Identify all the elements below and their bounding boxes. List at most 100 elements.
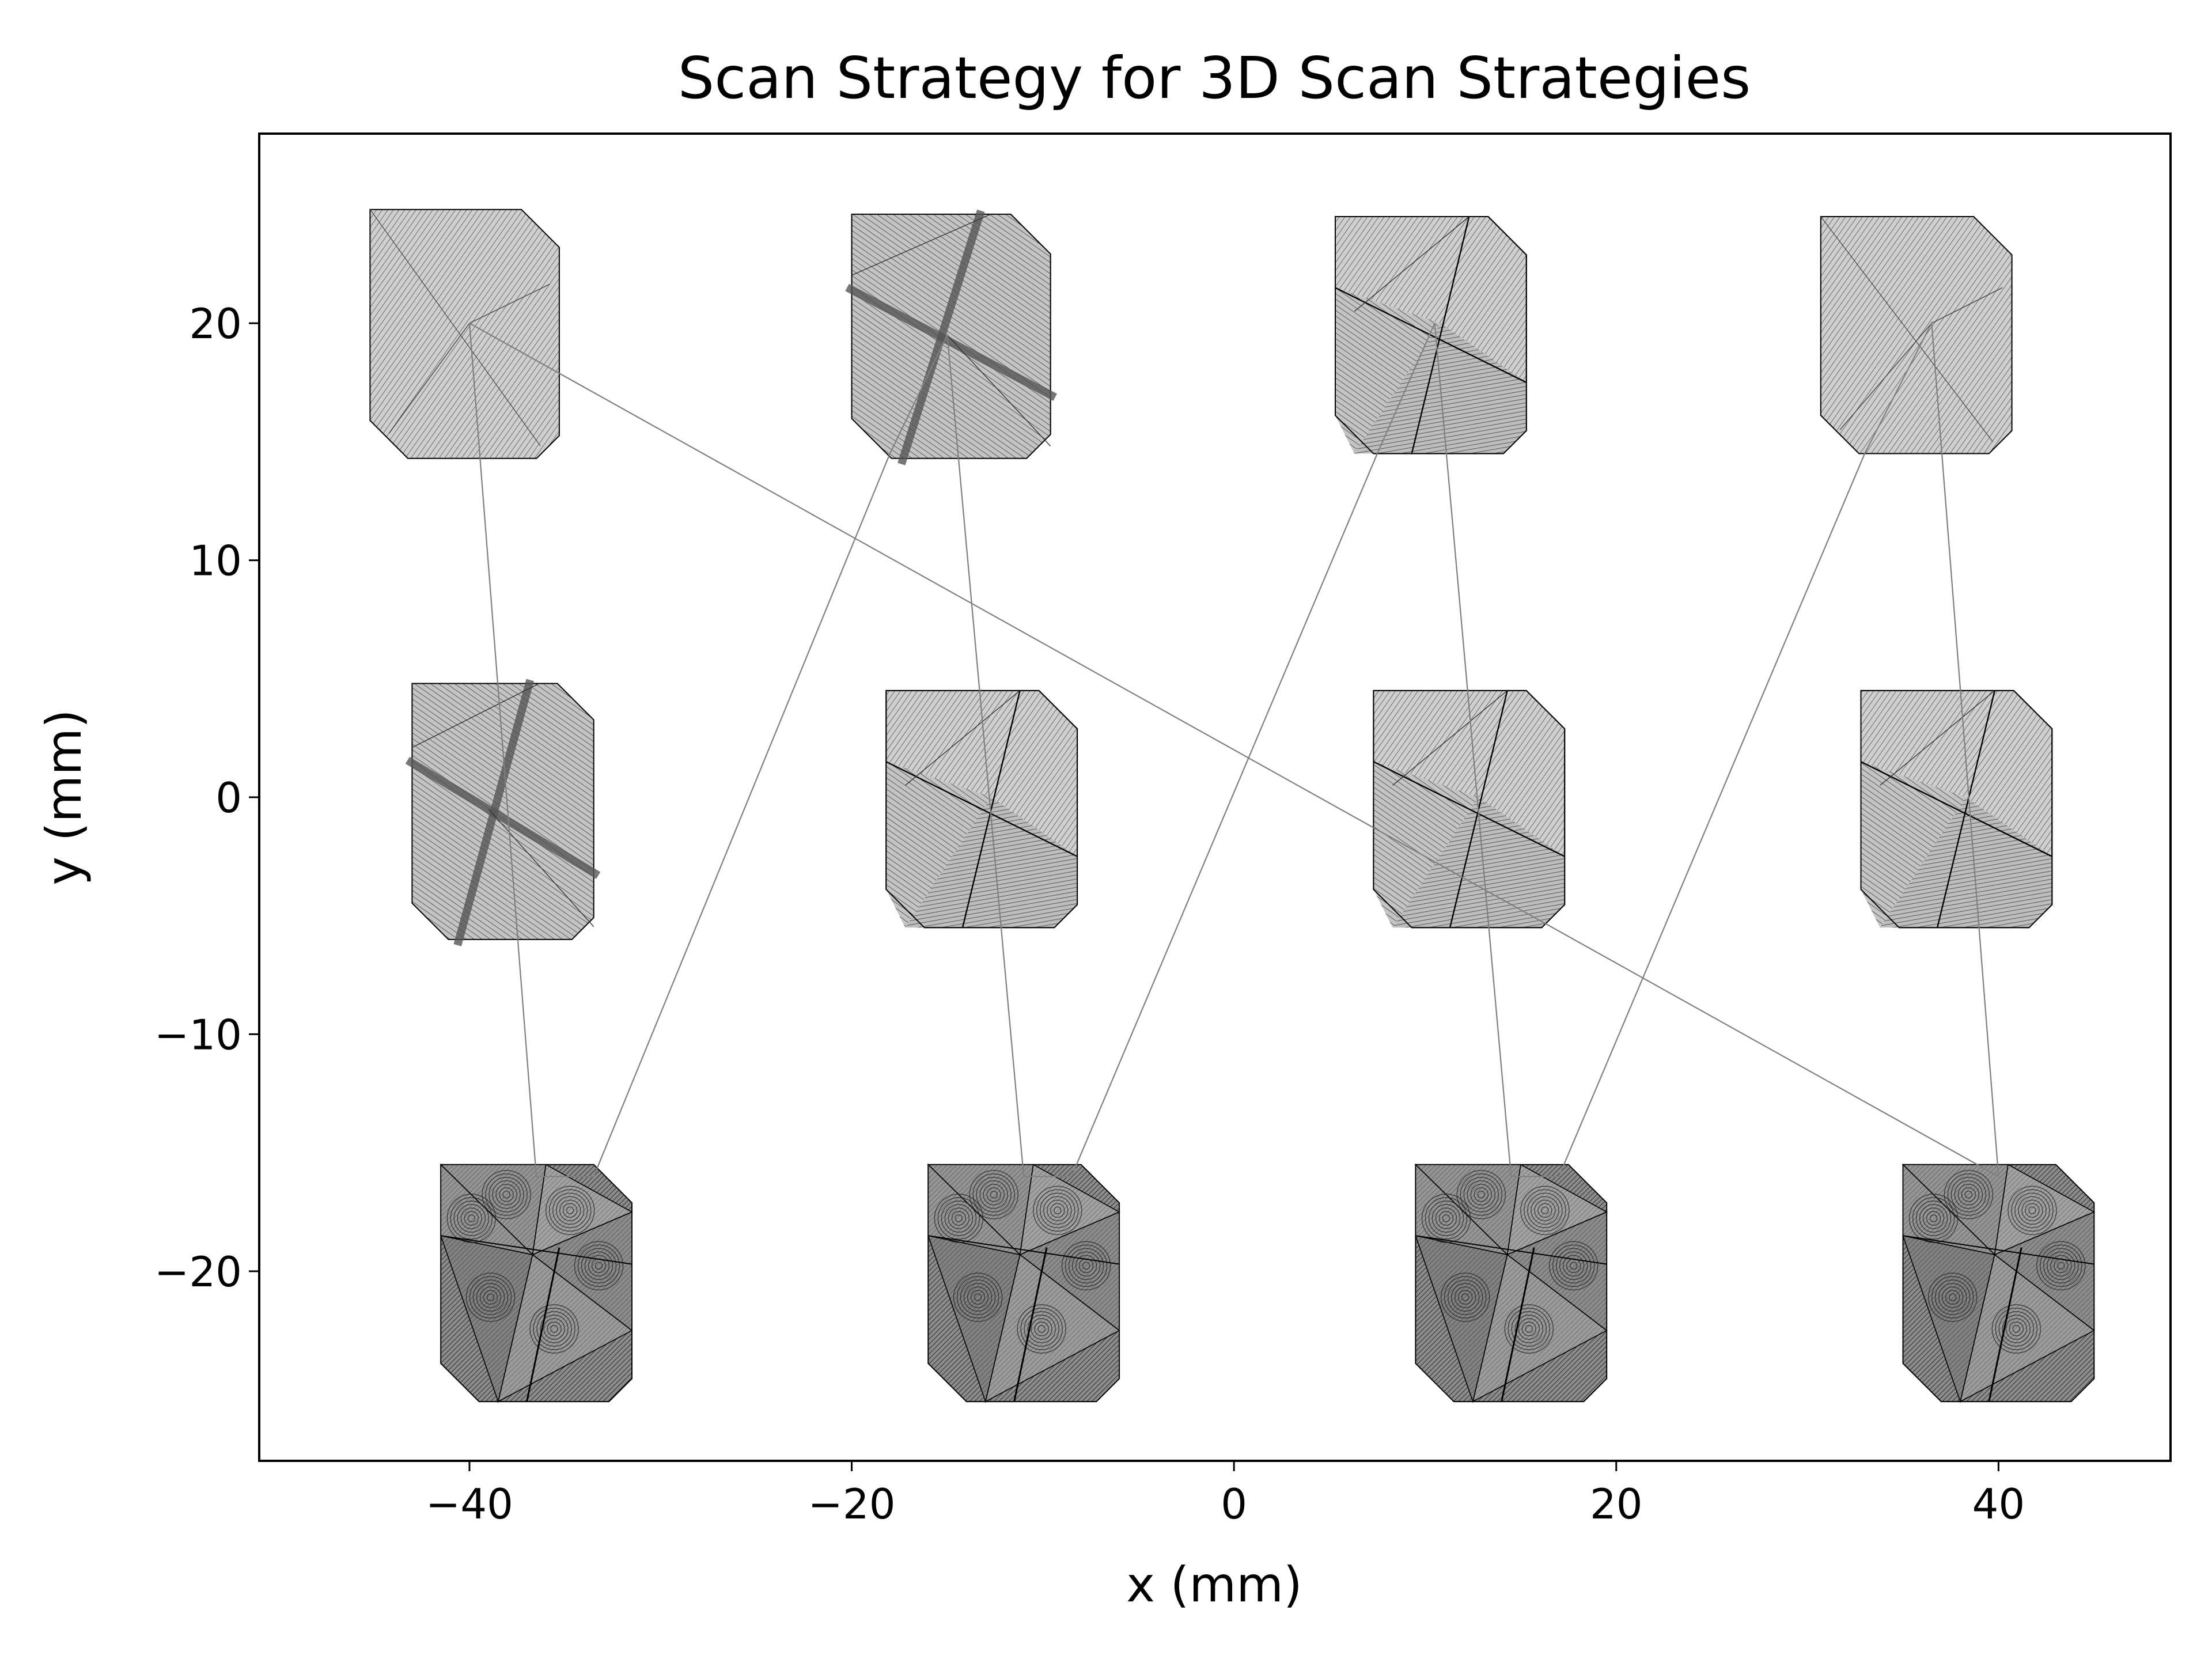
spiral-ring	[1477, 1191, 1486, 1199]
spiral-ring	[2005, 1318, 2028, 1340]
spiral-ring	[457, 1204, 486, 1233]
spiral-ring	[574, 1241, 624, 1291]
spiral-ring	[1054, 1206, 1062, 1215]
spiral-ring	[499, 1187, 514, 1202]
spiral-ring	[963, 1283, 993, 1312]
spiral-ring	[1440, 1272, 1490, 1322]
spiral-ring	[1559, 1251, 1588, 1281]
spiral-ring	[502, 1191, 510, 1199]
spiral-ring	[1995, 1308, 2038, 1350]
spiral-ring	[1520, 1185, 1570, 1236]
spiral-ring	[1461, 1293, 1469, 1301]
spiral-ring	[1991, 1304, 2041, 1354]
spiral-ring	[937, 1197, 980, 1240]
part-outline	[369, 209, 560, 459]
scan-vector	[1373, 761, 1565, 857]
spiral-ring	[488, 1177, 524, 1213]
scan-part-top-1	[369, 209, 560, 459]
spiral-ring	[1534, 1199, 1556, 1222]
spiral-ring	[1447, 1279, 1483, 1315]
spiral-ring	[446, 1194, 496, 1243]
spiral-ring	[986, 1187, 1001, 1202]
spiral-ring	[974, 1293, 982, 1301]
scan-sector	[1373, 762, 1479, 928]
chart-title: Scan Strategy for 3D Scan Strategies	[678, 44, 1751, 112]
spiral-ring	[492, 1180, 521, 1209]
scan-vector	[1839, 323, 1932, 430]
spiral-ring	[1061, 1241, 1111, 1291]
spiral-ring	[976, 1177, 1012, 1213]
spiral-ring	[1931, 1276, 1974, 1319]
spiral-ring	[559, 1199, 581, 1222]
spiral-ring	[2014, 1192, 2050, 1229]
spiral-ring	[2036, 1241, 2086, 1291]
spiral-ring	[1504, 1304, 1554, 1354]
scan-vector	[441, 1235, 632, 1265]
scan-vector	[1937, 690, 1995, 928]
spiral-ring	[1431, 1204, 1461, 1233]
spiral-ring	[1071, 1251, 1101, 1281]
travel-path-line	[468, 321, 1999, 1178]
scan-vector	[1988, 1247, 2022, 1402]
spiral-ring	[955, 1214, 963, 1222]
spiral-ring	[1474, 1187, 1489, 1202]
spiral-ring	[1457, 1290, 1473, 1305]
spiral-ring	[469, 1276, 512, 1319]
scan-vector	[1501, 1247, 1535, 1402]
scan-cross-band	[453, 679, 535, 946]
spiral-ring	[1508, 1308, 1551, 1350]
scan-part-middle-2	[885, 690, 1078, 929]
scan-vector	[851, 214, 991, 276]
x-axis-label: x (mm)	[1126, 1556, 1302, 1613]
spiral-ring	[972, 1173, 1015, 1216]
scan-cross-band	[897, 209, 985, 465]
spiral-ring	[2021, 1199, 2043, 1222]
spiral-ring	[460, 1207, 482, 1229]
y-tick-label: 20	[189, 300, 242, 348]
spiral-ring	[1915, 1200, 1952, 1236]
spiral-ring	[1521, 1321, 1537, 1336]
spiral-ring	[1470, 1184, 1493, 1206]
x-axis-ticks: −40 −20 0 20 40	[426, 1461, 2025, 1528]
spiral-ring	[464, 1211, 479, 1226]
spiral-ring	[581, 1248, 617, 1284]
spiral-ring	[1944, 1170, 1994, 1219]
spiral-ring	[1938, 1283, 1967, 1312]
scan-vector	[1415, 1235, 1607, 1265]
spiral-ring	[944, 1204, 974, 1233]
part-outline	[851, 213, 1051, 459]
spiral-ring	[483, 1290, 498, 1305]
spiral-ring	[1034, 1321, 1049, 1336]
y-axis-ticks: −20 −10 0 10 20	[154, 300, 259, 1296]
spiral-ring	[577, 1244, 620, 1287]
scan-vector	[1880, 690, 1995, 786]
spiral-ring	[2011, 1189, 2054, 1232]
spiral-ring	[453, 1200, 489, 1236]
part-outline	[411, 683, 594, 940]
spiral-ring	[1442, 1214, 1450, 1222]
spiral-ring	[979, 1180, 1008, 1209]
y-axis-label: y (mm)	[36, 709, 92, 885]
part-edge	[1860, 690, 2053, 929]
spiral-ring	[1922, 1207, 1945, 1229]
spiral-ring	[495, 1184, 517, 1206]
spiral-ring	[970, 1290, 986, 1305]
spiral-ring	[1027, 1315, 1056, 1343]
spiral-ring	[1065, 1244, 1108, 1287]
spiral-ring	[1043, 1196, 1072, 1225]
spiral-ring	[1929, 1214, 1938, 1222]
spiral-ring	[1552, 1244, 1595, 1287]
scan-cross-band	[405, 756, 601, 879]
spiral-ring	[450, 1197, 493, 1240]
spiral-ring	[566, 1206, 574, 1215]
scan-vector	[412, 683, 540, 748]
spiral-ring	[584, 1251, 613, 1281]
spiral-ring	[1075, 1255, 1097, 1277]
y-tick-label: 10	[189, 537, 242, 585]
spiral-ring	[951, 1211, 967, 1226]
spiral-ring	[552, 1192, 588, 1229]
spiral-ring	[1527, 1192, 1563, 1229]
spiral-ring	[1444, 1276, 1487, 1319]
scan-vector	[369, 209, 541, 446]
